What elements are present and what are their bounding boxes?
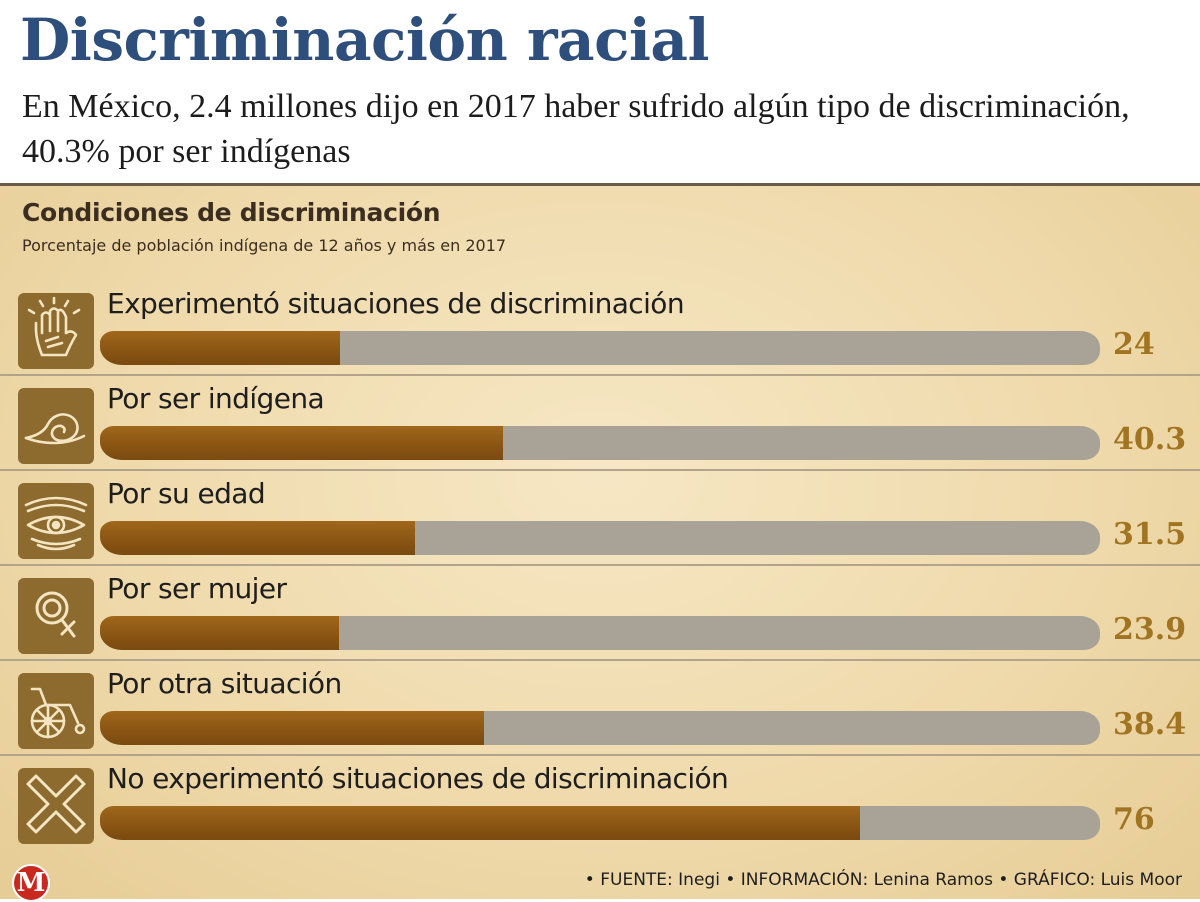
- bar-track: [100, 426, 1100, 460]
- chart-subtitle: En México, 2.4 millones dijo en 2017 hab…: [22, 88, 1130, 170]
- bar-row-3: Por ser mujer 23.9: [0, 566, 1200, 661]
- bar-track: [100, 711, 1100, 745]
- eye-wrinkle-icon: [18, 483, 94, 559]
- wheelchair-icon: [18, 673, 94, 749]
- bar: [100, 806, 860, 840]
- bar-row-5: No experimentó situaciones de discrimina…: [0, 756, 1200, 851]
- bar-label: Por ser indígena: [107, 382, 325, 415]
- panel-subtitle: Porcentaje de población indígena de 12 a…: [22, 236, 507, 255]
- bar-value-label: 24: [1113, 327, 1155, 362]
- bar-value-label: 40.3: [1113, 422, 1187, 457]
- bar: [100, 711, 484, 745]
- bar-label: Por su edad: [107, 477, 266, 510]
- bar-track: [100, 331, 1100, 365]
- bar-track: [100, 616, 1100, 650]
- chart-title: Discriminación racial: [20, 6, 710, 74]
- bar-label: Por otra situación: [107, 667, 342, 700]
- panel-title: Condiciones de discriminación: [22, 198, 441, 227]
- bar: [100, 331, 340, 365]
- credits: • FUENTE: Inegi • INFORMACIÓN: Lenina Ra…: [584, 870, 1182, 890]
- bar-label: Experimentó situaciones de discriminació…: [107, 287, 685, 320]
- raised-hand-icon: [18, 293, 94, 369]
- bar: [100, 616, 339, 650]
- bar-value-label: 23.9: [1113, 612, 1187, 647]
- milenio-logo-icon: M: [12, 864, 50, 902]
- bar-label: No experimentó situaciones de discrimina…: [107, 762, 729, 795]
- chart-panel: Condiciones de discriminación Porcentaje…: [0, 183, 1200, 902]
- speech-scroll-icon: [18, 388, 94, 464]
- bar-track: [100, 521, 1100, 555]
- bar-row-1: Por ser indígena 40.3: [0, 376, 1200, 471]
- bar-value-label: 31.5: [1113, 517, 1187, 552]
- bar-value-label: 38.4: [1113, 707, 1187, 742]
- bar-value-label: 76: [1113, 802, 1155, 837]
- bar-label: Por ser mujer: [107, 572, 287, 605]
- cross-x-icon: [18, 768, 94, 844]
- bar-row-2: Por su edad 31.5: [0, 471, 1200, 566]
- bar-row-4: Por otra situación 38.4: [0, 661, 1200, 756]
- header: Discriminación racial En México, 2.4 mil…: [0, 0, 1200, 183]
- bar-row-0: Experimentó situaciones de discriminació…: [0, 281, 1200, 376]
- bar: [100, 521, 415, 555]
- bar: [100, 426, 503, 460]
- logo-letter: M: [16, 868, 46, 898]
- female-symbol-icon: [18, 578, 94, 654]
- bar-track: [100, 806, 1100, 840]
